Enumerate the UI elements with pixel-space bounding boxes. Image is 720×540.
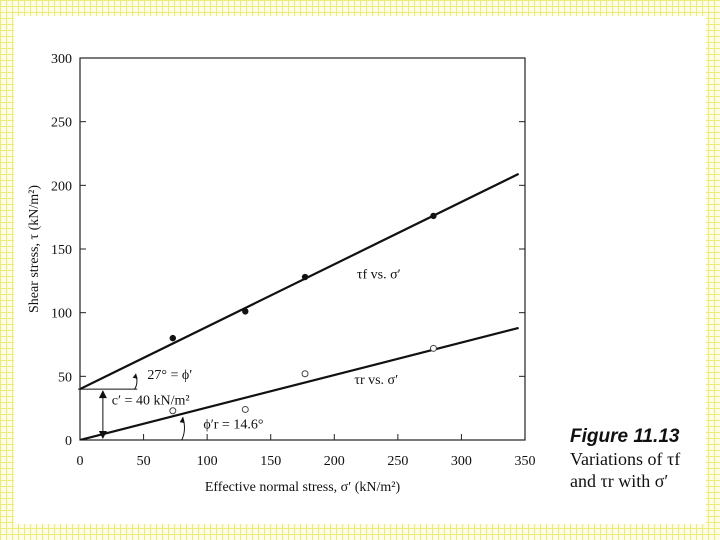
- data-point-tau-r: [169, 407, 177, 415]
- y-tick-label: 0: [65, 434, 72, 449]
- y-tick-label: 250: [51, 116, 72, 131]
- y-tick-label: 150: [51, 243, 72, 258]
- series-label-tau-r: τr vs. σ′: [354, 373, 398, 388]
- slide: 0 50 100 150 200 250 300 350 0 50 100 150 200 250 300 E…: [14, 16, 706, 524]
- data-point-tau-r: [241, 405, 249, 413]
- y-tick-label: 100: [51, 307, 72, 322]
- data-point-tau-f: [242, 308, 249, 315]
- cohesion-arrow-bottom: [98, 431, 107, 439]
- y-tick-label: 50: [58, 370, 72, 385]
- x-tick-label: 50: [137, 454, 151, 469]
- x-tick-label: 0: [77, 454, 84, 469]
- x-tick-label: 250: [387, 454, 408, 469]
- x-tick-label: 100: [197, 454, 218, 469]
- fit-line-series-2: [80, 326, 519, 440]
- caption-title: Figure 11.13: [570, 426, 680, 447]
- data-point-tau-r: [301, 370, 309, 378]
- data-point-tau-f: [301, 273, 309, 281]
- data-point-tau-f: [430, 212, 437, 220]
- series-label-tau-f: τf vs. σ′: [357, 267, 401, 282]
- residual-angle-arrow: [179, 417, 185, 424]
- annotation-residual-angle: ϕ′r = 14.6°: [203, 418, 263, 433]
- x-axis-title: Effective normal stress, σ′ (kN/m²): [205, 480, 401, 495]
- y-tick-label: 300: [51, 52, 72, 67]
- data-point-tau-r: [429, 344, 437, 352]
- fit-line-series-1: [80, 172, 520, 391]
- y-tick-label: 200: [51, 179, 72, 194]
- y-axis-title: Shear stress, τ (kN/m²): [27, 185, 42, 313]
- x-tick-label: 150: [260, 454, 281, 469]
- annotation-friction-angle: 27° = ϕ′: [147, 368, 192, 383]
- chart: 0 50 100 150 200 250 300 350 0 50 100 150 200 250 300 E…: [27, 52, 536, 495]
- caption-line-2: and τr with σ′: [570, 471, 669, 491]
- x-tick-label: 200: [324, 454, 345, 469]
- x-tick-label: 300: [451, 454, 472, 469]
- annotation-cohesion: c′ = 40 kN/m²: [112, 393, 190, 408]
- figure-caption: Figure 11.13 Variations of τf and τr wit…: [570, 426, 710, 492]
- data-point-tau-f: [169, 334, 177, 342]
- friction-angle-arrow: [132, 373, 138, 379]
- caption-line-1: Variations of τf: [570, 449, 681, 469]
- x-tick-label: 350: [515, 454, 536, 469]
- cohesion-arrow-top: [98, 390, 107, 399]
